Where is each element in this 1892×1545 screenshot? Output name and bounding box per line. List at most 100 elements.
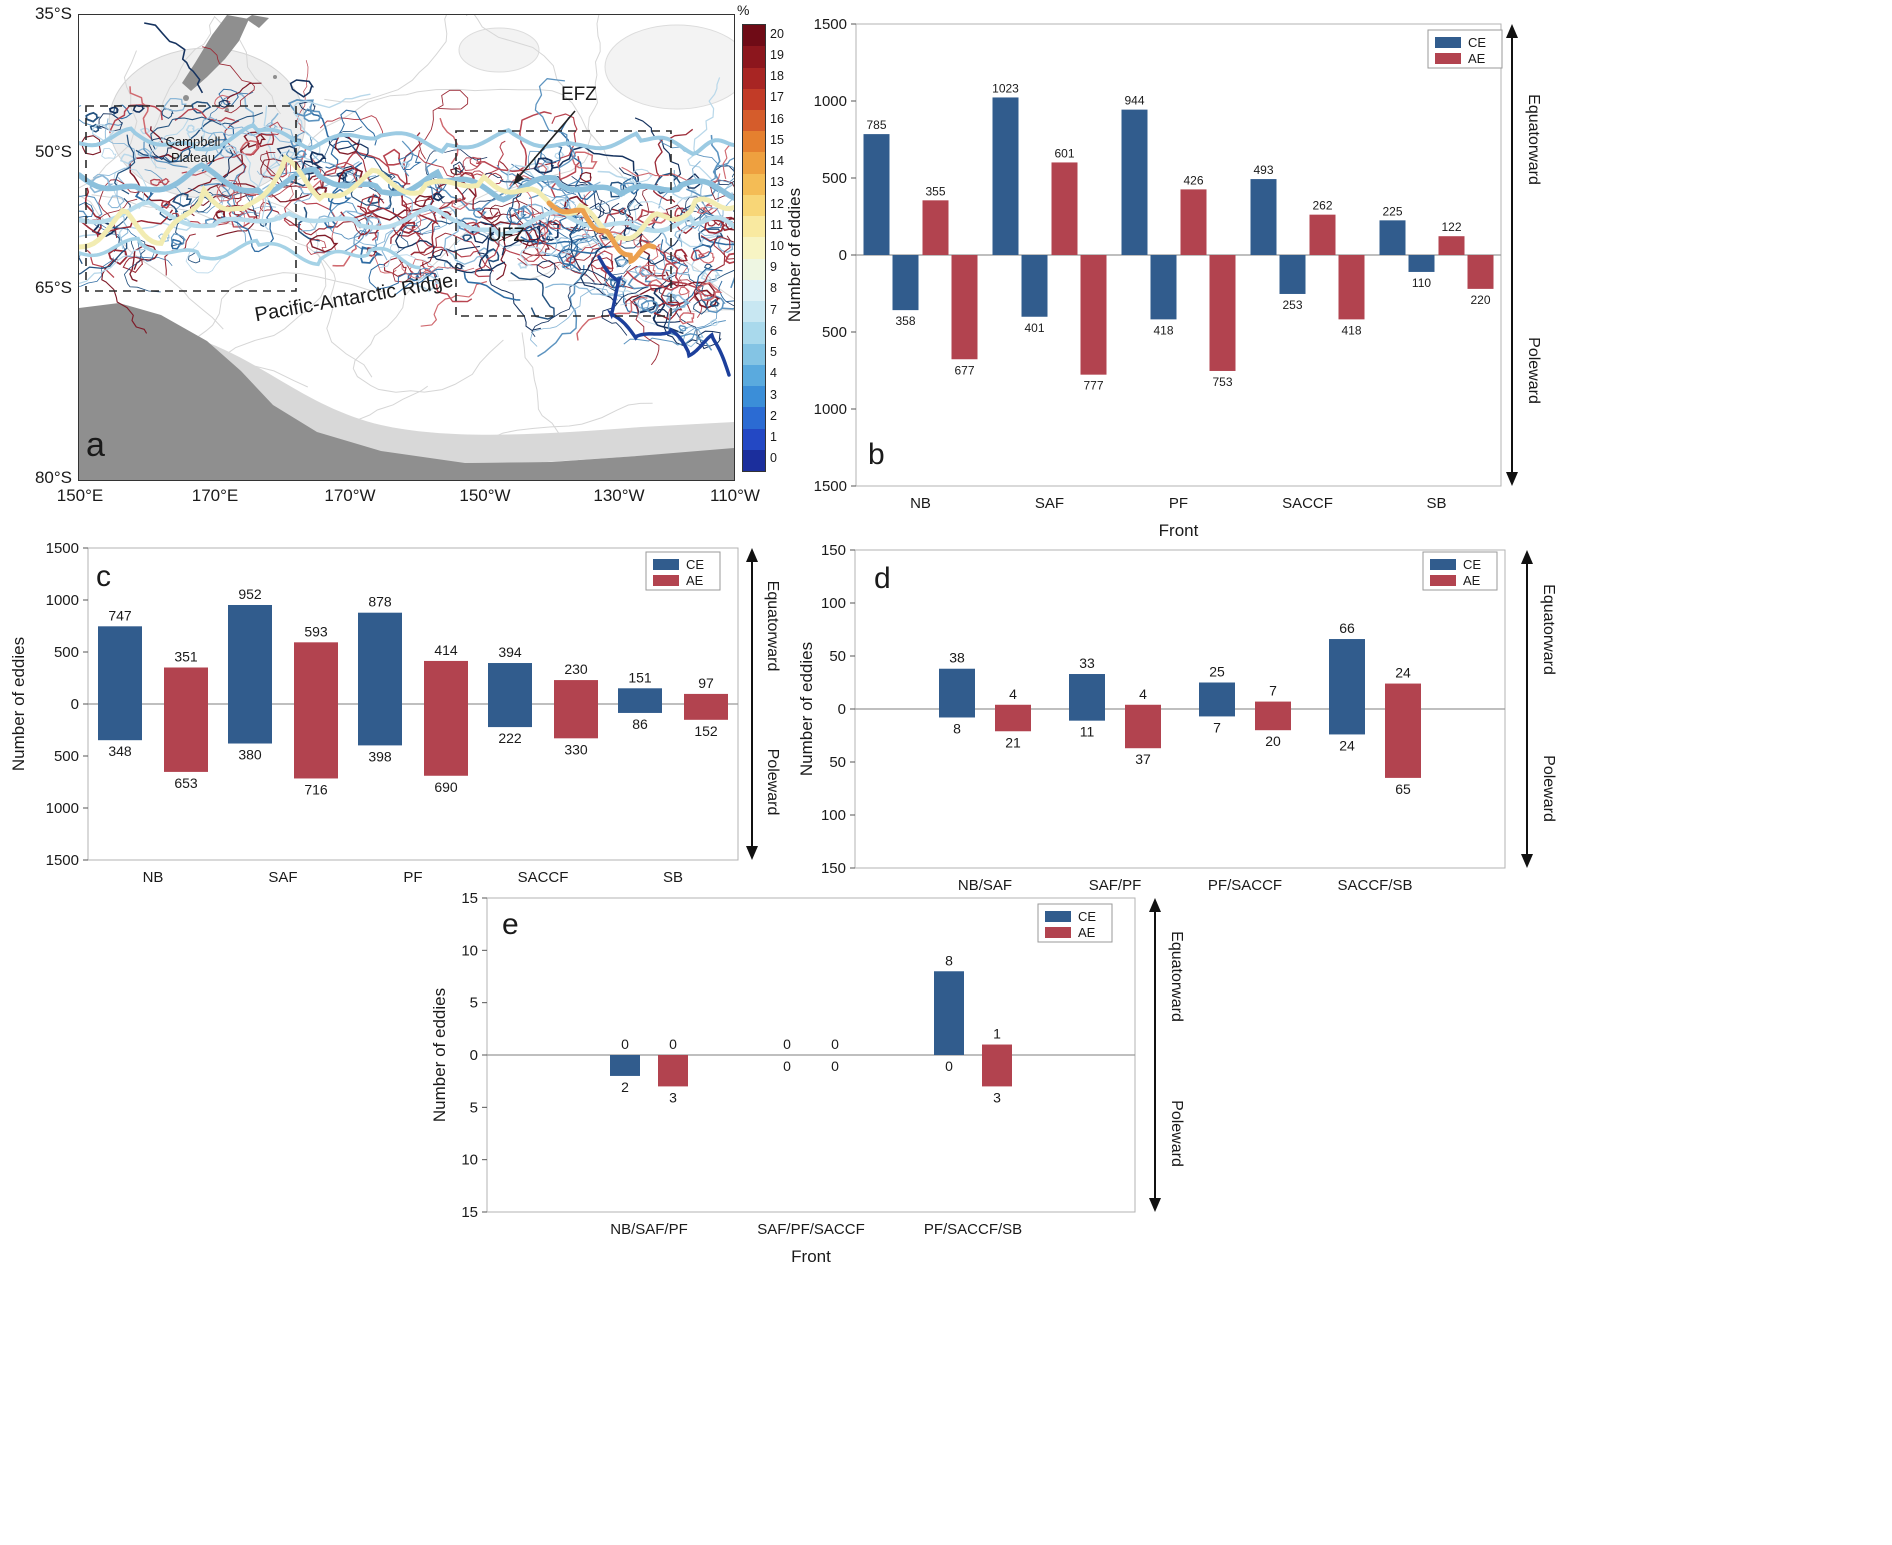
colorbar-swatch-11 xyxy=(743,216,765,238)
legend-swatch-ce xyxy=(1045,911,1071,922)
bar-value-label: 225 xyxy=(1382,204,1402,218)
bar-value-label: 394 xyxy=(498,644,522,660)
bar-value-label: 677 xyxy=(954,363,974,377)
eddy-track xyxy=(79,210,89,219)
bar xyxy=(294,642,338,779)
legend-swatch-ce xyxy=(653,559,679,570)
bar-value-label: 401 xyxy=(1024,321,1044,335)
eddy-track xyxy=(625,288,659,307)
study-box-west xyxy=(85,105,297,292)
bar xyxy=(1080,255,1107,375)
eddy-track xyxy=(187,187,260,217)
bar xyxy=(1385,683,1421,778)
colorbar-swatch-4 xyxy=(743,364,765,387)
colorbar-tick-label: 16 xyxy=(770,111,784,126)
x-tick-label: SAF/PF xyxy=(1089,877,1142,894)
eddy-track xyxy=(665,294,692,311)
bar-value-label: 7 xyxy=(1269,683,1277,699)
bar-value-label: 426 xyxy=(1183,173,1203,187)
colorbar-swatch-2 xyxy=(743,407,765,429)
map-xtick: 150°E xyxy=(56,486,104,505)
eddy-track xyxy=(533,157,554,174)
eddy-track xyxy=(306,238,327,255)
eddy-track xyxy=(379,254,440,278)
eddy-track xyxy=(396,225,418,254)
eddy-track xyxy=(256,152,284,178)
map-xtick: 150°W xyxy=(459,486,511,505)
eddy-track xyxy=(678,286,691,296)
eddy-track xyxy=(263,105,293,162)
eddy-track xyxy=(390,132,421,244)
arrow-head-up xyxy=(1149,898,1161,912)
bar-value-label: 24 xyxy=(1339,737,1355,753)
colorbar-swatch-15 xyxy=(743,131,765,153)
x-tick-label: PF/SACCF xyxy=(1208,877,1282,894)
eddy-track xyxy=(101,147,117,159)
bar-value-label: 878 xyxy=(368,594,392,610)
bar-value-label: 3 xyxy=(669,1089,677,1105)
efz-label: EFZ xyxy=(561,84,597,105)
efz-arrow-head xyxy=(513,173,525,185)
eddy-track xyxy=(477,252,542,331)
colorbar-swatch-9 xyxy=(743,258,765,280)
equatorward-label: Equatorward xyxy=(1168,931,1185,1022)
eddy-track xyxy=(425,149,488,205)
bar-value-label: 21 xyxy=(1005,734,1021,750)
eddy-track xyxy=(626,238,680,291)
eddy-track xyxy=(298,206,320,242)
eddy-track xyxy=(289,79,315,98)
chart-b-svg: 1500 1000 500 0 500 1000 1500 NB SAF PF SACCF SB Fro… xyxy=(785,16,1542,540)
bar xyxy=(1150,255,1177,320)
bathy-contour xyxy=(439,15,601,219)
eddy-track xyxy=(209,91,254,118)
x-tick-label: PF xyxy=(403,869,422,886)
bar-value-label: 952 xyxy=(238,586,262,602)
eddy-track xyxy=(155,142,251,210)
colorbar-tick-label: 11 xyxy=(770,217,783,232)
map-xtick: 170°W xyxy=(324,486,376,505)
bar-value-label: 8 xyxy=(945,952,953,968)
bar-value-label: 4 xyxy=(1009,686,1017,702)
legend-swatch-ce xyxy=(1430,559,1456,570)
bar-value-label: 653 xyxy=(174,775,198,791)
eddy-track xyxy=(334,134,360,155)
bathy-contour xyxy=(150,15,282,169)
bar-value-label: 8 xyxy=(953,720,961,736)
eddy-track xyxy=(696,207,710,215)
legend-swatch-ce xyxy=(1435,37,1461,48)
island xyxy=(273,75,277,79)
bar-value-label: 358 xyxy=(895,314,915,328)
eddy-track xyxy=(538,234,603,255)
y-tick-label: 0 xyxy=(839,247,847,264)
eddy-track xyxy=(622,176,646,195)
map-ytick: 35°S xyxy=(34,4,72,23)
eddy-track xyxy=(79,105,124,129)
eddy-track xyxy=(627,271,652,290)
colorbar-tick-label: 13 xyxy=(770,175,784,190)
eddy-track xyxy=(301,160,324,175)
colorbar-swatch-8 xyxy=(743,279,765,302)
arrow-head-down xyxy=(1149,1198,1161,1212)
colorbar-tick-label: 14 xyxy=(770,154,784,169)
eddy-track xyxy=(439,117,459,165)
eddy-track xyxy=(191,101,212,114)
eddy-track xyxy=(673,248,688,262)
y-axis-label: Number of eddies xyxy=(9,637,28,771)
eddy-track xyxy=(678,279,703,319)
bar-value-label: 2 xyxy=(621,1079,629,1095)
eddy-track xyxy=(697,330,722,350)
colorbar-tick-label: 17 xyxy=(770,90,784,105)
eddy-track xyxy=(556,238,594,262)
bar xyxy=(1279,255,1306,294)
eddy-track xyxy=(409,258,434,275)
bar xyxy=(951,255,978,360)
panel-letter: d xyxy=(874,562,891,595)
map-ytick: 50°S xyxy=(34,142,72,161)
front-orange xyxy=(546,200,657,265)
y-tick-label: 0 xyxy=(838,701,846,718)
eddy-track xyxy=(398,152,422,171)
panel-letter: c xyxy=(96,560,111,593)
y-tick-label: 0 xyxy=(71,696,79,713)
panel-letter: b xyxy=(868,438,885,471)
